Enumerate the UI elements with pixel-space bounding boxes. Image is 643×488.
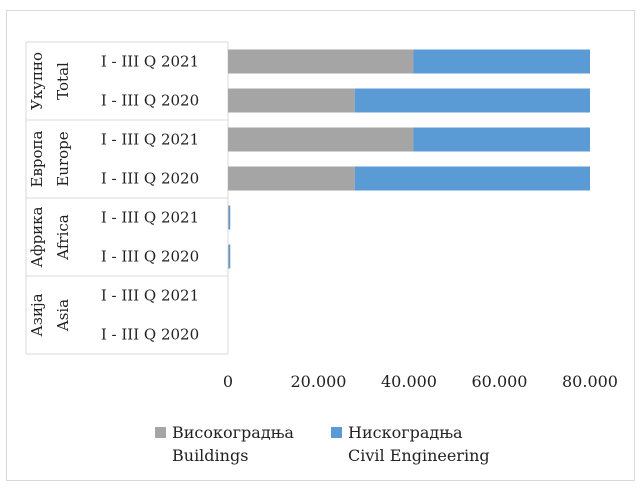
legend-label-line2: Buildings <box>172 446 248 465</box>
group-labels: Укупно Total Европа Europe Африка Africa Азија… <box>28 52 72 337</box>
category-label: I - III Q 2021 <box>101 53 199 71</box>
x-axis-ticks: 0 20.000 40.000 60.000 80.000 <box>223 372 618 391</box>
category-labels: I - III Q 2021 I - III Q 2020 I - III Q 20… <box>101 53 199 344</box>
group-label-line1: Европа <box>28 130 46 187</box>
bar-civil-engineering <box>354 88 590 113</box>
bar-civil-engineering <box>413 49 590 74</box>
legend-label-line1: Нискоградња <box>348 423 463 442</box>
bars-layer <box>228 49 590 269</box>
category-label: I - III Q 2020 <box>101 92 199 110</box>
bar-buildings <box>228 127 414 152</box>
category-label: I - III Q 2020 <box>101 248 199 266</box>
bar-buildings <box>228 88 355 113</box>
group-label-line2: Asia <box>54 299 72 332</box>
bar-buildings <box>228 205 229 230</box>
bar-civil-engineering <box>354 166 590 191</box>
x-tick-label: 60.000 <box>472 372 528 391</box>
category-label: I - III Q 2020 <box>101 326 199 344</box>
x-tick-label: 80.000 <box>562 372 618 391</box>
category-label: I - III Q 2021 <box>101 209 199 227</box>
x-tick-label: 20.000 <box>291 372 347 391</box>
legend: Високоградња Buildings Нискоградња Civil En… <box>155 423 490 465</box>
bar-civil-engineering <box>228 205 231 230</box>
group-label-line1: Африка <box>28 206 46 267</box>
group-label-line2: Total <box>54 62 72 100</box>
legend-label-line1: Високоградња <box>172 423 294 442</box>
chart-border <box>6 10 635 481</box>
category-label: I - III Q 2021 <box>101 131 199 149</box>
bar-buildings <box>228 49 414 74</box>
bar-civil-engineering <box>228 244 231 269</box>
bar-buildings <box>228 166 355 191</box>
category-label: I - III Q 2021 <box>101 287 199 305</box>
legend-swatch <box>155 427 166 438</box>
x-tick-label: 40.000 <box>381 372 437 391</box>
legend-swatch <box>331 427 342 438</box>
x-tick-label: 0 <box>223 372 233 391</box>
group-label-line1: Укупно <box>28 52 46 110</box>
bar-buildings <box>228 244 229 269</box>
group-label-line2: Europe <box>54 131 72 186</box>
category-label: I - III Q 2020 <box>101 170 199 188</box>
group-label-line1: Азија <box>28 293 46 336</box>
bar-civil-engineering <box>413 127 590 152</box>
category-axis-frame <box>25 41 229 355</box>
legend-label-line2: Civil Engineering <box>348 446 490 465</box>
group-label-line2: Africa <box>54 214 72 260</box>
